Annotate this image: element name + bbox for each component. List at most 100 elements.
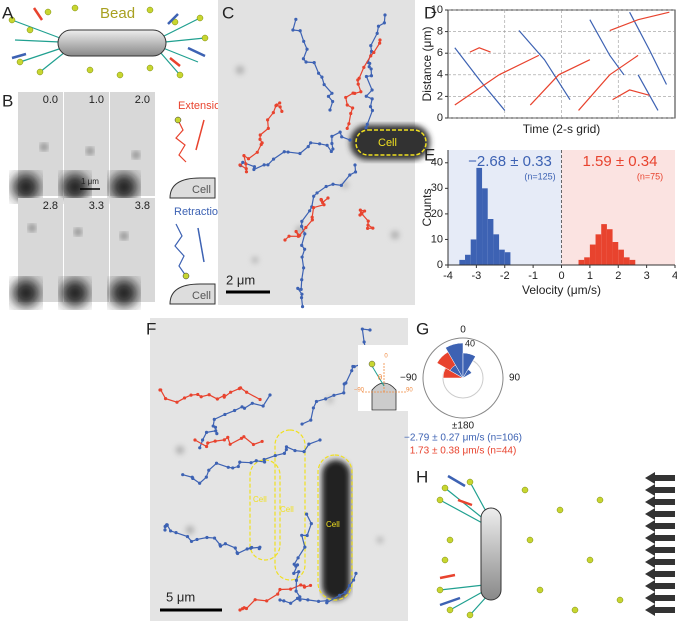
cell-shape xyxy=(169,177,216,199)
scale-label: 1 μm xyxy=(81,177,99,186)
track-point xyxy=(350,369,354,373)
track-point xyxy=(226,465,230,469)
track-point xyxy=(163,528,167,532)
y-tick-label: 30 xyxy=(431,182,443,194)
inset-label: θ xyxy=(378,373,383,382)
track-point xyxy=(282,150,286,154)
bar xyxy=(470,239,477,265)
track-point xyxy=(319,198,323,202)
track-point xyxy=(320,75,324,79)
track-point xyxy=(305,47,309,51)
cell-label: Cell xyxy=(326,520,340,529)
track-point xyxy=(310,218,314,222)
arrows xyxy=(439,474,473,607)
flow-arrow xyxy=(645,508,675,520)
x-tick-label: -4 xyxy=(443,270,453,282)
track-point xyxy=(242,406,247,410)
track-point xyxy=(262,163,266,167)
track-point xyxy=(199,395,203,399)
track-point xyxy=(303,232,307,236)
track-point xyxy=(168,529,173,533)
y-tick-label: 6 xyxy=(437,47,443,59)
track-point xyxy=(301,57,306,61)
track-point xyxy=(364,125,368,130)
bar xyxy=(482,188,488,265)
line xyxy=(454,54,540,106)
beads xyxy=(436,478,624,619)
track-point xyxy=(286,150,290,154)
track-point xyxy=(325,143,329,147)
track-point xyxy=(302,266,306,270)
blob xyxy=(61,173,89,201)
track-point xyxy=(345,126,349,130)
track-point xyxy=(365,226,370,230)
cell-shape xyxy=(371,382,397,411)
bead xyxy=(182,272,190,280)
y-tick-label: 4 xyxy=(437,69,443,81)
cell xyxy=(57,29,167,57)
track-point xyxy=(330,91,334,95)
track-point xyxy=(181,473,185,477)
track-point xyxy=(294,229,298,234)
track-point xyxy=(298,233,302,237)
track-point xyxy=(222,395,226,399)
track-point xyxy=(330,141,334,146)
track-point xyxy=(229,390,233,394)
track-point xyxy=(258,397,262,402)
cell xyxy=(350,125,430,160)
track-point xyxy=(284,447,288,452)
track-point xyxy=(322,82,326,87)
track-point xyxy=(304,60,308,64)
bar xyxy=(629,259,636,265)
extension-label: Extension xyxy=(178,100,226,112)
track-point xyxy=(372,50,376,55)
track-point xyxy=(338,130,342,134)
cell-label: Cell xyxy=(280,505,294,514)
panel-letter: H xyxy=(416,467,428,486)
cell-label: Cell xyxy=(192,290,211,302)
track-point xyxy=(320,200,325,205)
track-point xyxy=(311,406,316,410)
time-label: 3.3 xyxy=(89,200,104,212)
track-point xyxy=(310,215,314,219)
track-point xyxy=(284,445,289,449)
bead-image xyxy=(74,228,82,236)
track-point xyxy=(378,38,382,42)
track-point xyxy=(238,460,242,464)
track-point xyxy=(306,145,310,149)
track-point xyxy=(278,101,282,105)
track-point xyxy=(278,105,282,109)
bar xyxy=(589,244,596,265)
track-point xyxy=(193,438,197,442)
track-point xyxy=(308,209,312,213)
time-label: 2.0 xyxy=(135,94,150,106)
track-point xyxy=(242,435,246,439)
track-point xyxy=(326,196,330,200)
track-point xyxy=(266,126,270,130)
scale-label: 5 μm xyxy=(166,589,195,604)
y-tick-label: 10 xyxy=(431,233,443,245)
inset-label: 0 xyxy=(384,354,388,360)
track-point xyxy=(196,392,200,397)
track-point xyxy=(214,461,219,465)
panel-letter: A xyxy=(2,3,14,22)
track-point xyxy=(204,430,209,434)
track-point xyxy=(370,97,374,101)
track-point xyxy=(368,104,373,109)
track-point xyxy=(195,537,199,542)
pili xyxy=(11,17,206,76)
cell xyxy=(322,460,350,600)
inset-label: 90 xyxy=(406,388,413,394)
cell-shape xyxy=(169,283,216,305)
track-point xyxy=(369,54,373,58)
y-axis-label: Counts xyxy=(420,188,434,226)
track-point xyxy=(287,234,291,238)
flow-arrow xyxy=(645,472,675,484)
track-point xyxy=(198,446,202,450)
panel-f: Cell Cell Cell 5 μm xyxy=(150,318,408,621)
track-point xyxy=(304,225,308,230)
track-point xyxy=(294,17,298,21)
track-point xyxy=(305,533,309,538)
time-label: 2.8 xyxy=(43,200,58,212)
bar xyxy=(487,219,494,265)
